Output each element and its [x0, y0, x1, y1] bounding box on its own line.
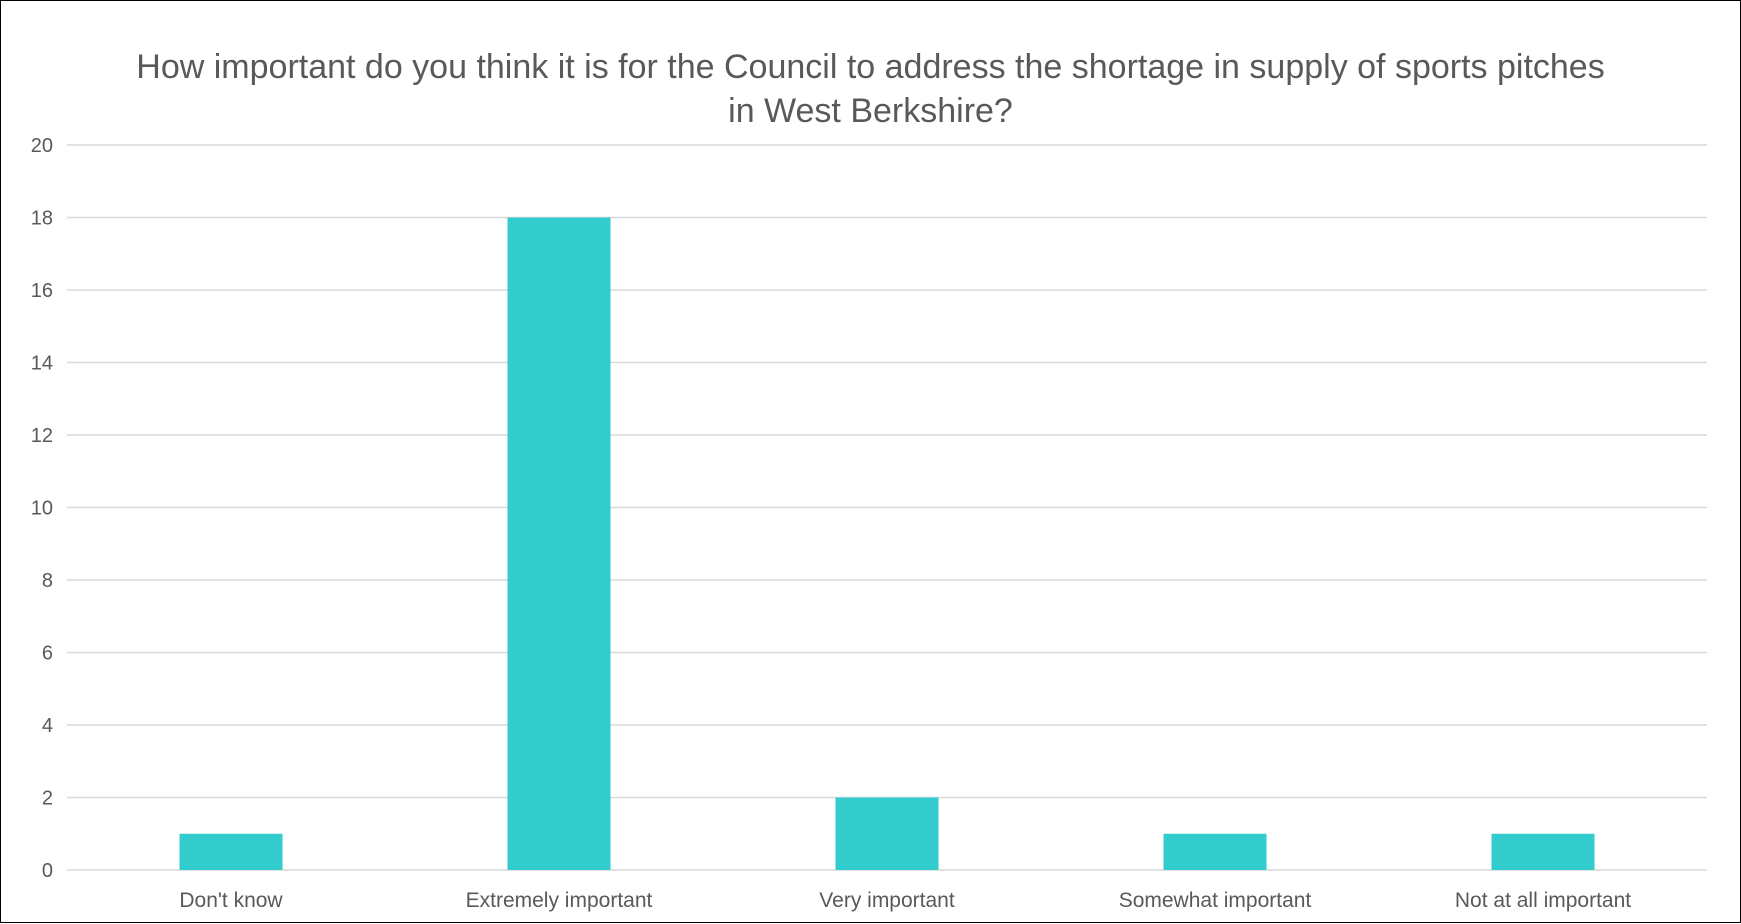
y-tick-label: 4 [42, 715, 53, 737]
y-tick-label: 20 [31, 135, 53, 157]
bar [835, 797, 939, 870]
bars [179, 217, 1595, 870]
bar [1163, 833, 1267, 870]
x-category-label: Somewhat important [1119, 889, 1312, 912]
gridlines [67, 144, 1707, 871]
chart-title: How important do you think it is for the… [136, 48, 1605, 130]
y-tick-label: 16 [31, 280, 53, 302]
y-tick-label: 0 [42, 860, 53, 882]
y-tick-label: 14 [31, 353, 53, 375]
x-category-label: Extremely important [466, 889, 653, 912]
y-tick-label: 6 [42, 643, 53, 665]
y-tick-label: 12 [31, 425, 53, 447]
y-tick-label: 18 [31, 208, 53, 230]
x-category-label: Don't know [179, 889, 283, 912]
y-axis-ticks: 0 2 4 6 8 10 12 14 16 18 20 [31, 135, 53, 882]
y-tick-label: 8 [42, 570, 53, 592]
x-category-label: Very important [819, 889, 955, 912]
x-category-label: Not at all important [1455, 889, 1631, 912]
bar [179, 833, 283, 870]
bar [507, 217, 611, 870]
bar [1491, 833, 1595, 870]
x-axis-categories: Don't know Extremely important Very import… [179, 889, 1631, 912]
y-tick-label: 2 [42, 788, 53, 810]
y-tick-label: 10 [31, 498, 53, 520]
